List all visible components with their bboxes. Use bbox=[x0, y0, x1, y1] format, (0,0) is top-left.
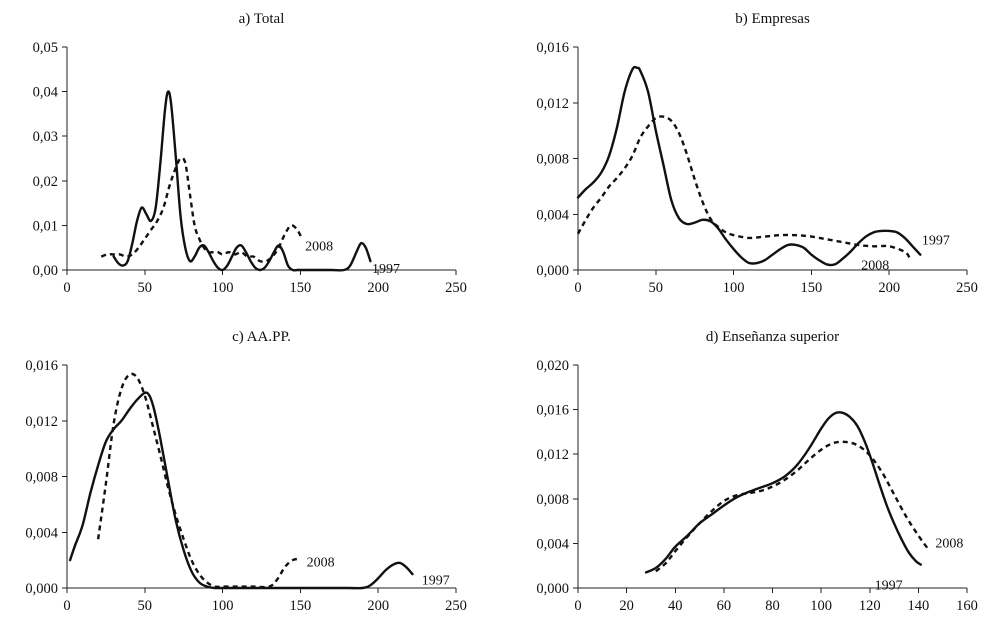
series-line-1997 bbox=[68, 391, 414, 590]
y-tick-label: 0,008 bbox=[536, 492, 569, 508]
y-tick-label: 0,004 bbox=[536, 536, 569, 552]
x-tick-label: 100 bbox=[810, 598, 832, 614]
series-line-2008 bbox=[655, 440, 930, 573]
x-tick-label: 100 bbox=[212, 598, 234, 614]
series-label-1997: 1997 bbox=[922, 233, 950, 248]
x-tick-label: 200 bbox=[878, 280, 900, 296]
x-tick-label: 80 bbox=[765, 598, 780, 614]
x-tick-label: 140 bbox=[908, 598, 930, 614]
series-label-1997: 1997 bbox=[422, 574, 450, 589]
y-tick-label: 0,012 bbox=[25, 414, 58, 430]
panel-b-empresas: b) Empresas 0,000 0,004 0,008 0,012 0,016 0 50 1… bbox=[536, 11, 978, 296]
x-tick-label: 40 bbox=[668, 598, 683, 614]
y-tick-label: 0,01 bbox=[33, 218, 58, 234]
x-tick-label: 50 bbox=[138, 598, 153, 614]
x-tick-label: 60 bbox=[717, 598, 732, 614]
chart-title: d) Enseñanza superior bbox=[706, 329, 839, 345]
y-tick-label: 0,004 bbox=[536, 207, 569, 223]
x-tick-label: 20 bbox=[619, 598, 634, 614]
panel-a-total: a) Total 0,00 0,01 0,02 0,03 0,04 0,05 0 50 100 15… bbox=[33, 11, 467, 296]
y-tick-label: 0,000 bbox=[25, 581, 58, 597]
x-tick-label: 250 bbox=[956, 280, 978, 296]
x-tick-label: 150 bbox=[290, 598, 312, 614]
y-tick-label: 0,016 bbox=[536, 403, 569, 419]
series-line-1997 bbox=[576, 65, 922, 267]
series-line-2008 bbox=[96, 372, 301, 589]
x-tick-label: 250 bbox=[445, 598, 467, 614]
y-tick-label: 0,000 bbox=[536, 581, 569, 597]
panel-d-ensenanza-superior: d) Enseñanza superior 0,000 0,004 0,008 0,01… bbox=[536, 329, 978, 614]
x-tick-label: 250 bbox=[445, 280, 467, 296]
y-tick-label: 0,016 bbox=[536, 40, 569, 56]
y-tick-label: 0,000 bbox=[536, 263, 569, 279]
y-tick-label: 0,00 bbox=[33, 263, 58, 279]
panel-c-aa-pp: c) AA.PP. 0,000 0,004 0,008 0,012 0,016 0 50 100… bbox=[25, 329, 467, 614]
y-tick-label: 0,03 bbox=[33, 129, 58, 145]
series-label-2008: 2008 bbox=[861, 258, 889, 273]
x-tick-label: 100 bbox=[212, 280, 234, 296]
x-tick-label: 200 bbox=[367, 598, 389, 614]
x-tick-label: 0 bbox=[63, 598, 70, 614]
x-tick-label: 200 bbox=[367, 280, 389, 296]
series-line-2008 bbox=[100, 156, 304, 263]
x-tick-label: 150 bbox=[290, 280, 312, 296]
y-tick-label: 0,008 bbox=[25, 470, 58, 486]
x-tick-label: 50 bbox=[649, 280, 664, 296]
x-tick-label: 0 bbox=[574, 598, 581, 614]
x-tick-label: 50 bbox=[138, 280, 153, 296]
y-tick-label: 0,020 bbox=[536, 358, 569, 374]
x-tick-label: 100 bbox=[723, 280, 745, 296]
y-tick-label: 0,004 bbox=[25, 525, 58, 541]
series-label-2008: 2008 bbox=[307, 556, 335, 571]
series-line-2008 bbox=[576, 115, 911, 259]
y-tick-label: 0,04 bbox=[33, 85, 59, 101]
y-tick-label: 0,05 bbox=[33, 40, 58, 56]
chart-title: b) Empresas bbox=[735, 11, 810, 27]
series-label-1997: 1997 bbox=[372, 262, 400, 277]
x-tick-label: 0 bbox=[574, 280, 581, 296]
series-label-2008: 2008 bbox=[305, 239, 333, 254]
x-tick-label: 0 bbox=[63, 280, 70, 296]
x-tick-label: 150 bbox=[801, 280, 823, 296]
series-label-1997: 1997 bbox=[875, 579, 903, 594]
chart-title: a) Total bbox=[239, 11, 285, 27]
series-label-2008: 2008 bbox=[935, 536, 963, 551]
series-line-1997 bbox=[644, 411, 923, 574]
y-tick-label: 0,016 bbox=[25, 358, 58, 374]
x-tick-label: 120 bbox=[859, 598, 881, 614]
chart-title: c) AA.PP. bbox=[232, 329, 291, 345]
x-tick-label: 160 bbox=[956, 598, 978, 614]
y-tick-label: 0,012 bbox=[536, 96, 569, 112]
y-tick-label: 0,012 bbox=[536, 447, 569, 463]
series-line-1997 bbox=[112, 90, 372, 272]
y-tick-label: 0,008 bbox=[536, 152, 569, 168]
y-tick-label: 0,02 bbox=[33, 174, 58, 190]
